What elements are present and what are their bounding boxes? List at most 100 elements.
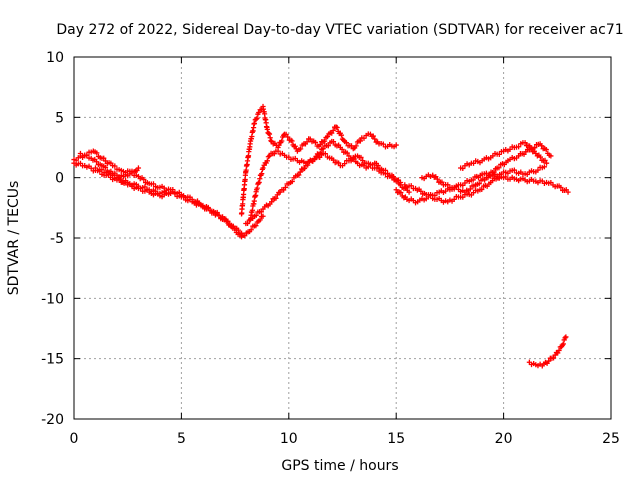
data-point [312,139,319,146]
data-point [310,158,316,164]
data-point [343,140,349,146]
data-point [542,157,548,164]
data-point [496,151,502,158]
data-point [537,154,544,160]
data-point [324,134,331,140]
data-point [353,143,359,149]
data-point [289,138,295,144]
grid-lines [74,57,611,419]
data-point [265,154,271,160]
x-tick-label: 20 [495,431,513,447]
data-point [370,133,376,139]
data-point [256,109,262,116]
data-point [225,218,231,224]
data-point [253,212,259,219]
data-point [93,159,100,165]
data-point [495,175,501,181]
data-point [296,172,302,178]
data-point [365,164,371,170]
data-point [543,146,549,153]
data-point [264,126,270,132]
data-point [305,162,311,168]
data-point [251,120,258,126]
data-point [127,171,133,177]
y-tick-label: 5 [55,110,64,126]
data-point [543,160,550,166]
y-tick-labels: -20 -15 -10 -5 0 5 10 [41,50,64,428]
y-axis-label: SDTVAR / TECUs [6,181,22,296]
data-point [137,185,144,192]
data-point [395,177,401,183]
data-point [266,131,273,137]
data-point [535,167,541,173]
data-point [338,132,345,138]
data-point [285,134,291,140]
data-point [248,227,254,233]
data-point [541,164,548,170]
data-point [558,184,564,191]
y-tick-label: 10 [46,50,64,66]
data-point [467,186,473,192]
data-point [361,135,367,141]
data-point [342,161,348,167]
data-point [317,142,323,148]
data-point [264,158,270,164]
data-point [496,165,502,171]
data-point [168,190,174,196]
data-point [563,334,569,340]
data-point [257,217,263,223]
data-point [266,153,273,159]
data-point [94,150,100,156]
data-point [418,188,424,194]
x-tick-label: 25 [602,431,620,447]
data-point [451,196,457,202]
data-point [180,194,187,200]
data-point [304,139,310,145]
data-point [382,167,389,173]
data-point [254,115,260,121]
data-point [238,230,245,236]
data-point [289,178,295,185]
data-point [565,189,571,195]
data-point [346,153,352,159]
data-point [398,189,404,196]
data-point [372,136,378,142]
y-tick-label: -5 [50,231,64,247]
data-point [476,181,482,187]
data-point [330,157,337,163]
data-point [292,143,298,149]
data-point [317,150,323,156]
data-point [307,136,313,142]
data-point [84,152,90,158]
data-point [393,187,399,193]
x-axis-label: GPS time / hours [281,458,398,474]
data-point [268,138,274,144]
data-point [460,165,466,172]
data-point [358,154,364,161]
data-point [479,186,485,193]
data-point [329,130,335,136]
data-point [527,143,533,149]
data-point [339,146,345,152]
x-tick-label: 15 [387,431,405,447]
data-point [244,220,251,227]
data-point [112,163,118,169]
data-point [406,189,412,195]
data-point [322,138,328,144]
data-point [434,176,440,182]
data-point [322,151,328,157]
x-tick-label: 10 [280,431,298,447]
data-point [253,116,259,122]
data-point [485,175,491,181]
data-point [408,183,414,189]
y-tick-label: -20 [41,412,64,428]
data-point [330,127,336,134]
data-point [279,138,285,144]
data-point [260,213,266,219]
data-point [334,124,340,131]
data-point [522,140,528,146]
data-point [375,162,381,169]
data-point [297,169,303,175]
data-point [548,153,554,159]
